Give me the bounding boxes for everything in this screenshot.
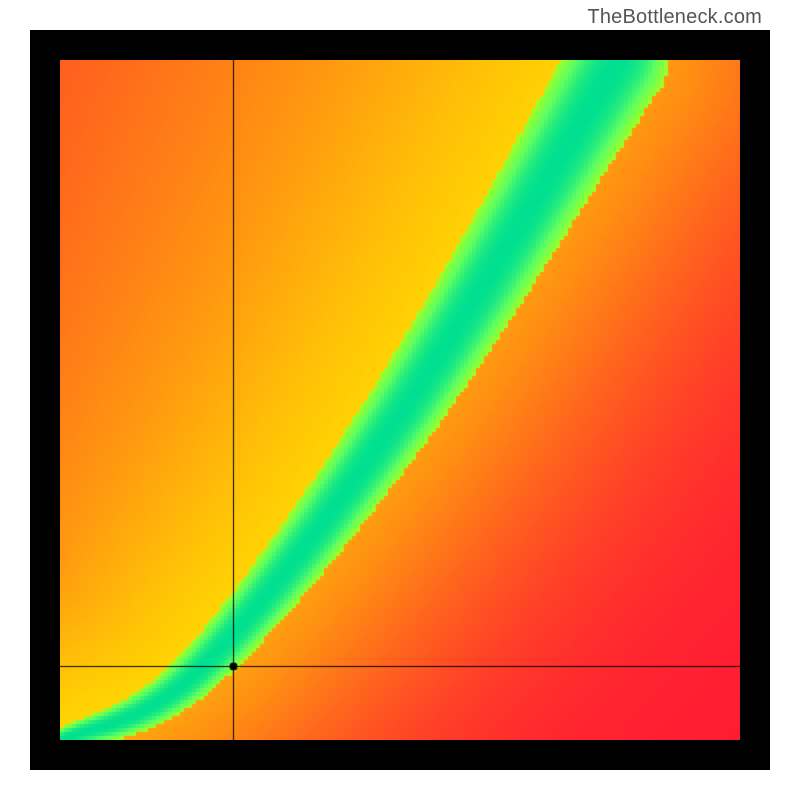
- chart-frame: [30, 30, 770, 770]
- crosshair-overlay: [60, 60, 740, 740]
- attribution-text: TheBottleneck.com: [587, 6, 762, 29]
